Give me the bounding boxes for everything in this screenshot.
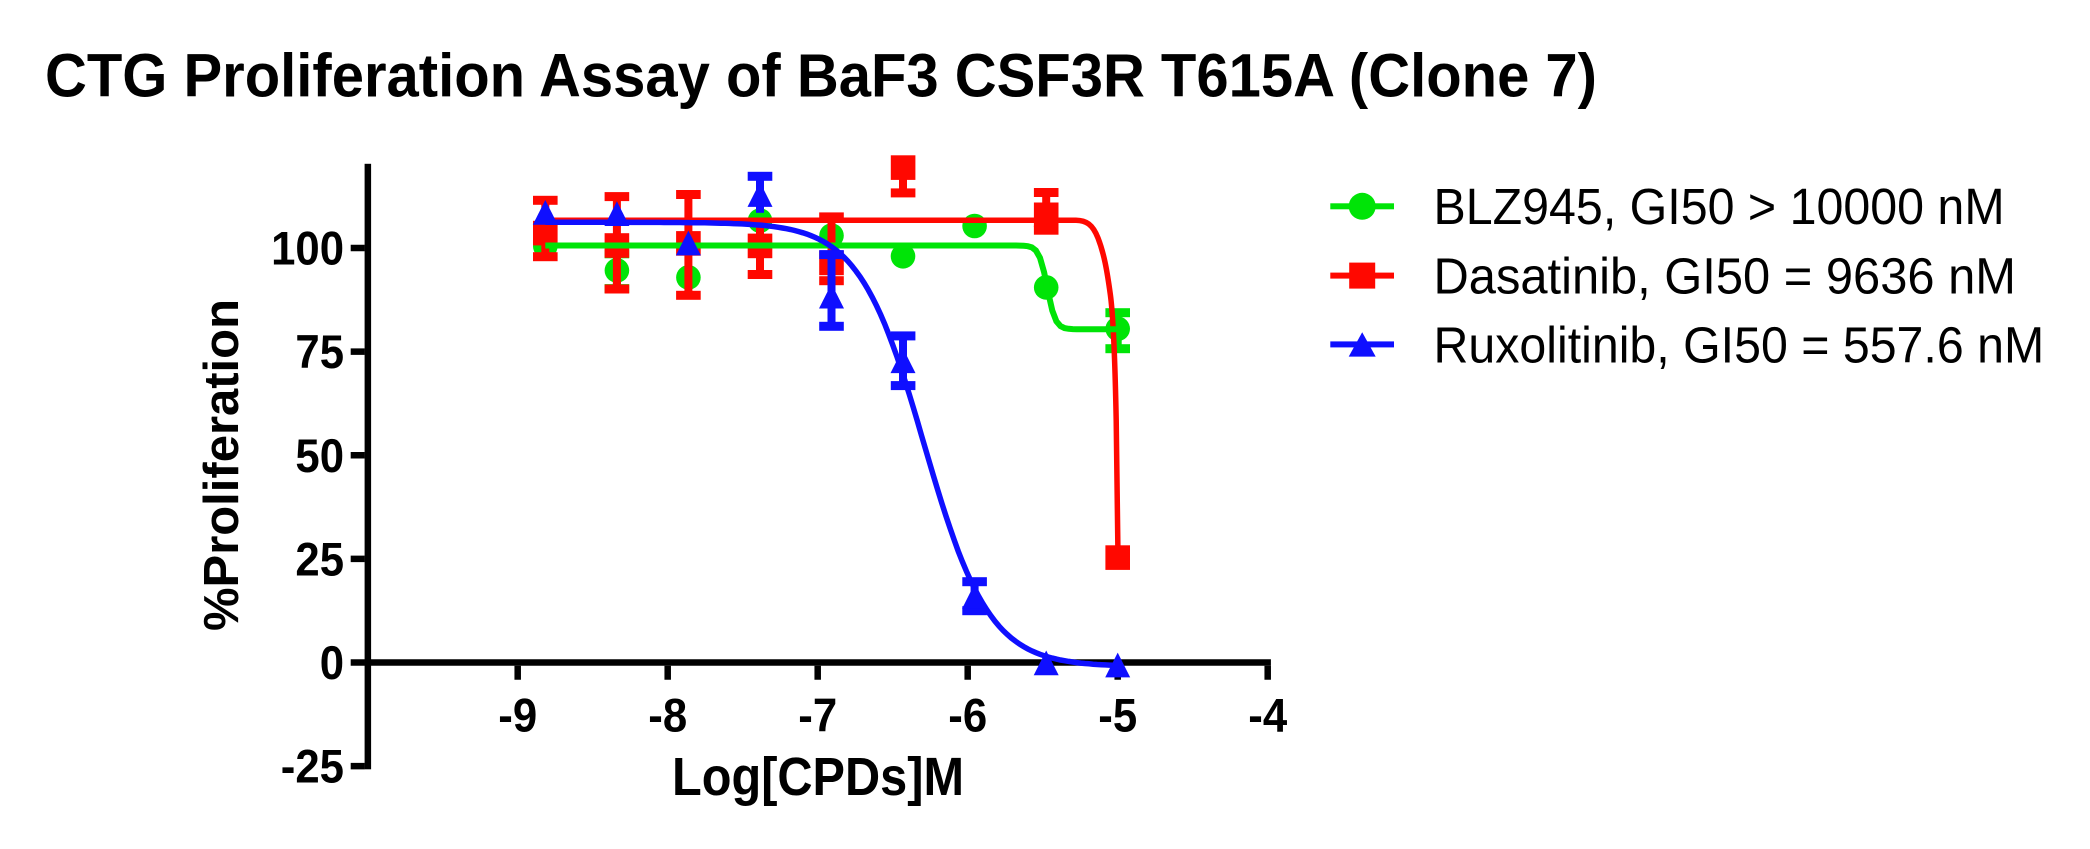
svg-text:Log[CPDs]M: Log[CPDs]M — [672, 747, 964, 807]
svg-text:25: 25 — [295, 532, 344, 585]
svg-text:-9: -9 — [498, 689, 537, 742]
svg-text:50: 50 — [295, 429, 344, 482]
svg-text:100: 100 — [271, 222, 344, 275]
svg-text:Dasatinib, GI50 = 9636 nM: Dasatinib, GI50 = 9636 nM — [1434, 247, 2017, 304]
svg-text:-6: -6 — [948, 689, 987, 742]
svg-text:CTG Proliferation Assay of BaF: CTG Proliferation Assay of BaF3 CSF3R T6… — [45, 42, 1597, 110]
svg-text:Ruxolitinib, GI50 = 557.6 nM: Ruxolitinib, GI50 = 557.6 nM — [1434, 316, 2045, 373]
svg-text:0: 0 — [320, 636, 344, 689]
svg-text:BLZ945, GI50 > 10000 nM: BLZ945, GI50 > 10000 nM — [1434, 178, 2005, 235]
svg-text:-8: -8 — [648, 689, 687, 742]
svg-text:-5: -5 — [1098, 689, 1137, 742]
svg-text:%Proliferation: %Proliferation — [195, 299, 249, 631]
svg-text:-7: -7 — [798, 689, 837, 742]
svg-text:-4: -4 — [1248, 689, 1287, 742]
svg-text:75: 75 — [295, 325, 344, 378]
svg-text:-25: -25 — [281, 740, 344, 793]
